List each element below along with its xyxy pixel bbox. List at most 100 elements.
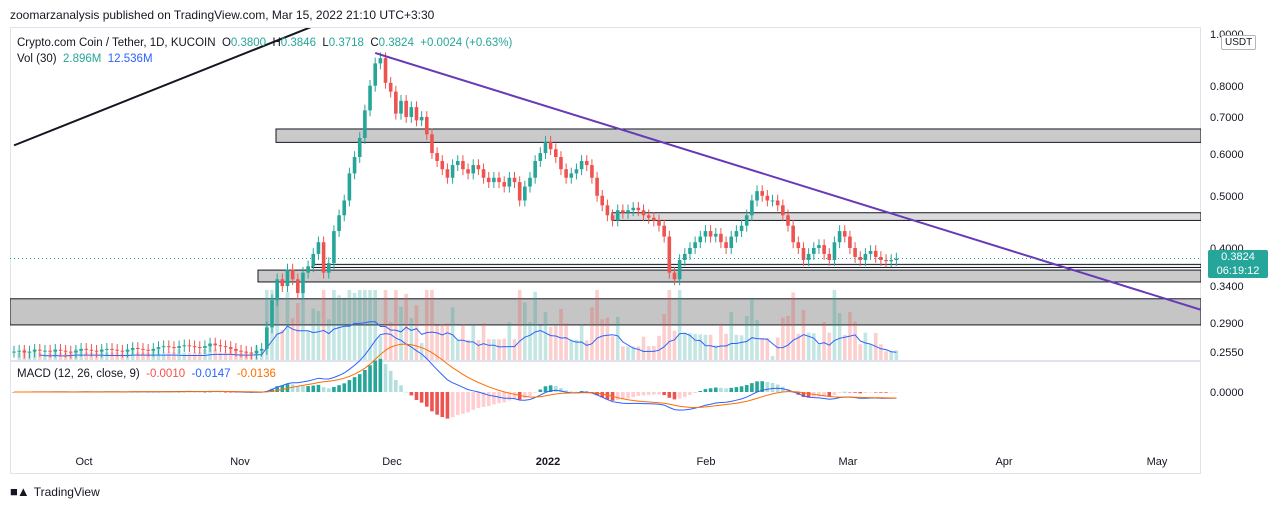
macd-histogram-bar bbox=[440, 392, 445, 418]
candle-body bbox=[213, 343, 218, 346]
volume-bar bbox=[203, 349, 207, 360]
volume-bar bbox=[548, 326, 553, 360]
macd-histogram-bar bbox=[383, 364, 388, 392]
volume-bar bbox=[554, 325, 558, 360]
candle-body bbox=[652, 217, 656, 221]
candle-body bbox=[683, 253, 687, 261]
macd-histogram-bar bbox=[884, 392, 888, 393]
candle-body bbox=[63, 350, 68, 352]
volume-bar bbox=[311, 308, 316, 360]
candle-body bbox=[466, 169, 470, 174]
volume-bar bbox=[827, 332, 832, 360]
candle-body bbox=[667, 236, 672, 273]
macd-histogram-bar bbox=[827, 392, 832, 397]
candle-body bbox=[161, 346, 166, 348]
high-value: 0.3846 bbox=[280, 37, 316, 49]
volume-bar bbox=[543, 312, 548, 360]
volume-bar bbox=[858, 344, 863, 360]
candle-body bbox=[894, 258, 899, 261]
macd-histogram-bar bbox=[223, 392, 228, 393]
macd-histogram-bar bbox=[337, 385, 341, 392]
candle-body bbox=[394, 91, 398, 114]
candle-body bbox=[631, 207, 635, 211]
volume-bar bbox=[399, 306, 403, 360]
candle-body bbox=[68, 351, 73, 353]
candle-body bbox=[270, 300, 274, 328]
volume-bar bbox=[641, 336, 646, 360]
volume-bar bbox=[822, 322, 826, 360]
candle-body bbox=[889, 260, 893, 262]
demand-zone bbox=[10, 298, 1201, 326]
volume-bar bbox=[791, 292, 795, 360]
macd-histogram-bar bbox=[492, 392, 496, 405]
current-price-label: 0.3824 bbox=[1221, 251, 1255, 263]
volume-bar bbox=[724, 333, 728, 360]
volume-bar bbox=[646, 346, 651, 360]
candle-body bbox=[801, 248, 806, 261]
candle-body bbox=[842, 231, 847, 237]
volume-bar bbox=[414, 305, 419, 360]
macd-histogram-bar bbox=[879, 392, 883, 393]
candle-body bbox=[141, 348, 145, 350]
macd-histogram-bar bbox=[734, 387, 739, 392]
candle-body bbox=[708, 231, 713, 237]
candle-body bbox=[719, 233, 723, 243]
chart-frame[interactable] bbox=[10, 27, 1201, 474]
candle-body bbox=[192, 346, 197, 348]
tradingview-logo[interactable]: ■▲ TradingView bbox=[10, 484, 100, 499]
macd-histogram-bar bbox=[378, 358, 383, 392]
candle-body bbox=[136, 347, 140, 349]
macd-axis-tick: 0.0000 bbox=[1210, 387, 1244, 399]
macd-label: MACD (12, 26, close, 9) bbox=[17, 368, 140, 380]
macd-histogram-bar bbox=[801, 392, 806, 397]
macd-histogram-bar bbox=[600, 392, 605, 398]
macd-histogram-bar bbox=[373, 360, 377, 392]
volume-bar bbox=[445, 323, 450, 360]
open-label: O bbox=[221, 37, 231, 49]
candle-body bbox=[486, 177, 491, 183]
candle-body bbox=[533, 160, 537, 178]
volume-bar bbox=[43, 356, 47, 360]
volume-bar bbox=[884, 351, 888, 360]
candle-body bbox=[564, 169, 568, 178]
volume-bar bbox=[161, 352, 166, 360]
volume-ma-line bbox=[39, 321, 897, 357]
candle-body bbox=[703, 231, 708, 237]
macd-histogram-bar bbox=[662, 392, 666, 396]
macd-histogram-bar bbox=[280, 385, 285, 392]
macd-histogram-bar bbox=[275, 386, 279, 392]
volume-bar bbox=[523, 302, 527, 360]
volume-bar bbox=[677, 290, 682, 360]
candle-body bbox=[197, 347, 202, 349]
volume-bar bbox=[301, 290, 305, 360]
candle-body bbox=[332, 231, 336, 264]
macd-histogram-bar bbox=[435, 392, 439, 415]
macd-histogram-bar bbox=[197, 391, 202, 393]
candle-body bbox=[105, 348, 109, 350]
volume-bar bbox=[383, 290, 388, 360]
candle-body bbox=[94, 350, 99, 352]
candle-body bbox=[791, 225, 795, 243]
volume-bar bbox=[832, 290, 837, 360]
macd-histogram-bar bbox=[554, 385, 558, 392]
macd-histogram-bar bbox=[528, 392, 532, 397]
volume-bar bbox=[863, 332, 868, 360]
macd-histogram-bar bbox=[873, 392, 878, 393]
candle-body bbox=[543, 141, 548, 154]
volume-bar bbox=[450, 307, 455, 360]
candle-body bbox=[858, 256, 863, 261]
volume-bar bbox=[388, 322, 393, 360]
macd-histogram-bar bbox=[693, 392, 697, 393]
price-axis-tick: 0.8000 bbox=[1210, 81, 1244, 93]
volume-bar bbox=[729, 312, 734, 360]
candle-body bbox=[615, 210, 620, 221]
volume-bar bbox=[744, 315, 749, 360]
macd-histogram-bar bbox=[512, 392, 517, 400]
volume-bar bbox=[842, 334, 847, 360]
time-axis-tick: Apr bbox=[995, 456, 1012, 468]
volume-bar bbox=[688, 333, 692, 360]
candle-body bbox=[254, 350, 259, 354]
candle-body bbox=[43, 350, 47, 352]
currency-unit-badge[interactable]: USDT bbox=[1221, 35, 1257, 50]
